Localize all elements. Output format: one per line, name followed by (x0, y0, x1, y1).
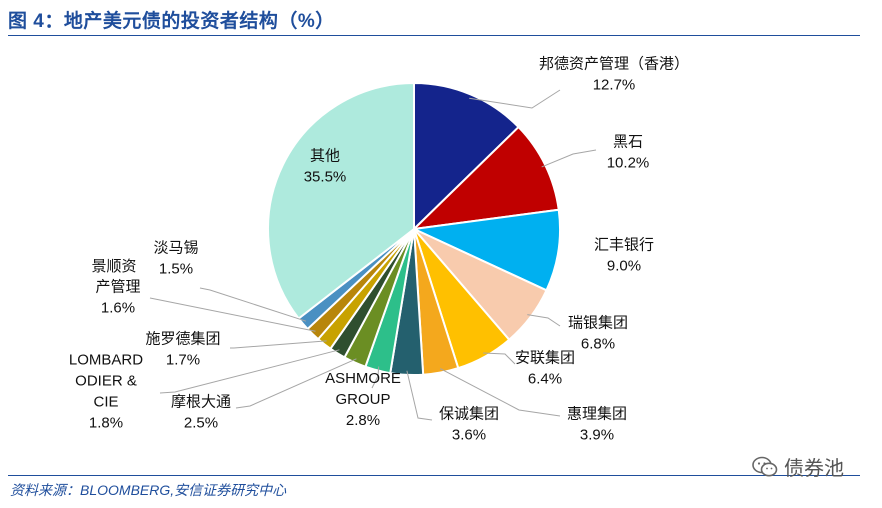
slice-name-label: 摩根大通 (171, 393, 231, 411)
slice-label-13: 淡马锡 1.5% (153, 240, 198, 278)
pie-slice-3 (410, 208, 561, 292)
slice-label-8: ASHMORE GROUP 2.8% (325, 370, 401, 429)
source-note: 资料来源：BLOOMBERG,安信证券研究中心 (10, 482, 287, 498)
watermark-text: 债券池 (784, 458, 844, 480)
slice-name-label: ASHMORE (325, 370, 401, 387)
slice-label-3: 汇丰银行 9.0% (594, 237, 654, 275)
leader-line-6 (439, 368, 561, 417)
slice-label-14: 其他 35.5% (304, 148, 347, 186)
leader-line-10 (159, 349, 340, 394)
slice-value-label: 35.5% (304, 169, 347, 186)
pie-slice-1 (413, 81, 520, 232)
wechat-icon (752, 456, 778, 476)
slice-name-label: 惠理集团 (567, 406, 627, 423)
leader-line-12 (149, 297, 316, 332)
title-rule (8, 35, 860, 36)
slice-name-label: 安联集团 (515, 350, 575, 367)
slice-label-10: LOMBARD ODIER & CIE 1.8% (69, 352, 143, 432)
slice-label-1: 邦德资产管理（香港） 12.7% (539, 55, 689, 94)
leader-line-7 (406, 370, 433, 421)
pie-chart: 邦德资产管理（香港） 12.7% 黑石 10.2% 汇丰银行 9.0% 瑞银集团 6.8% 安联… (69, 55, 689, 444)
slice-value-label: 1.8% (89, 415, 123, 432)
slice-label-11: 施罗德集团 1.7% (145, 330, 220, 369)
slice-name-label: GROUP (335, 391, 390, 408)
slice-name-label: 施罗德集团 (145, 330, 220, 348)
slice-value-label: 1.6% (101, 300, 135, 317)
figure-title: 图 4：地产美元债的投资者结构（%） (8, 11, 335, 32)
watermark: 债券池 (752, 452, 844, 481)
slice-value-label: 2.5% (184, 415, 218, 432)
leader-line-5 (483, 352, 516, 365)
leader-line-13 (199, 287, 307, 322)
leader-line-8 (371, 366, 380, 389)
slice-value-label: 2.8% (346, 412, 380, 429)
slice-label-5: 安联集团 6.4% (515, 350, 575, 388)
slice-value-label: 6.4% (528, 371, 562, 388)
pie-slices (267, 81, 561, 376)
leader-line-2 (541, 149, 597, 168)
slice-name-label: 邦德资产管理（香港） (539, 55, 689, 73)
slice-name-label: 其他 (310, 148, 340, 165)
extra-label: 景顺资 (91, 258, 136, 275)
slice-label-12: 产管理 1.6% (95, 279, 140, 317)
slice-value-label: 1.5% (159, 261, 193, 278)
slice-name-label: 淡马锡 (153, 240, 198, 257)
slice-label-4: 瑞银集团 6.8% (568, 315, 628, 353)
slice-name-label: 产管理 (95, 279, 140, 296)
slice-value-label: 3.6% (452, 427, 486, 444)
leader-lines (149, 89, 597, 421)
slice-name-label: CIE (93, 394, 118, 411)
slice-label-7: 保诚集团 3.6% (439, 406, 499, 444)
slice-name-label: 保诚集团 (439, 406, 499, 423)
slice-labels: 邦德资产管理（香港） 12.7% 黑石 10.2% 汇丰银行 9.0% 瑞银集团 6.8% 安联… (69, 55, 689, 444)
slice-label-6: 惠理集团 3.9% (567, 406, 627, 444)
leader-line-1 (469, 89, 561, 109)
leader-line-11 (230, 340, 327, 349)
slice-name-label: 瑞银集团 (568, 315, 628, 332)
slice-value-label: 9.0% (607, 258, 641, 275)
slice-label-2: 黑石 10.2% (607, 134, 650, 172)
slice-value-label: 12.7% (593, 77, 636, 94)
leader-line-9 (235, 358, 357, 409)
slice-value-label: 6.8% (581, 336, 615, 353)
slice-name-label: 汇丰银行 (594, 237, 654, 254)
slice-name-label: 黑石 (613, 134, 643, 151)
pie-slice-14 (267, 81, 415, 320)
slice-value-label: 3.9% (580, 427, 614, 444)
slice-name-label: LOMBARD (69, 352, 143, 369)
slice-value-label: 10.2% (607, 155, 650, 172)
slice-value-label: 1.7% (166, 352, 200, 369)
bottom-rule (8, 475, 860, 476)
slice-label-9: 摩根大通 2.5% (171, 393, 231, 432)
slice-name-label: ODIER & (75, 373, 137, 390)
leader-line-4 (527, 314, 561, 327)
